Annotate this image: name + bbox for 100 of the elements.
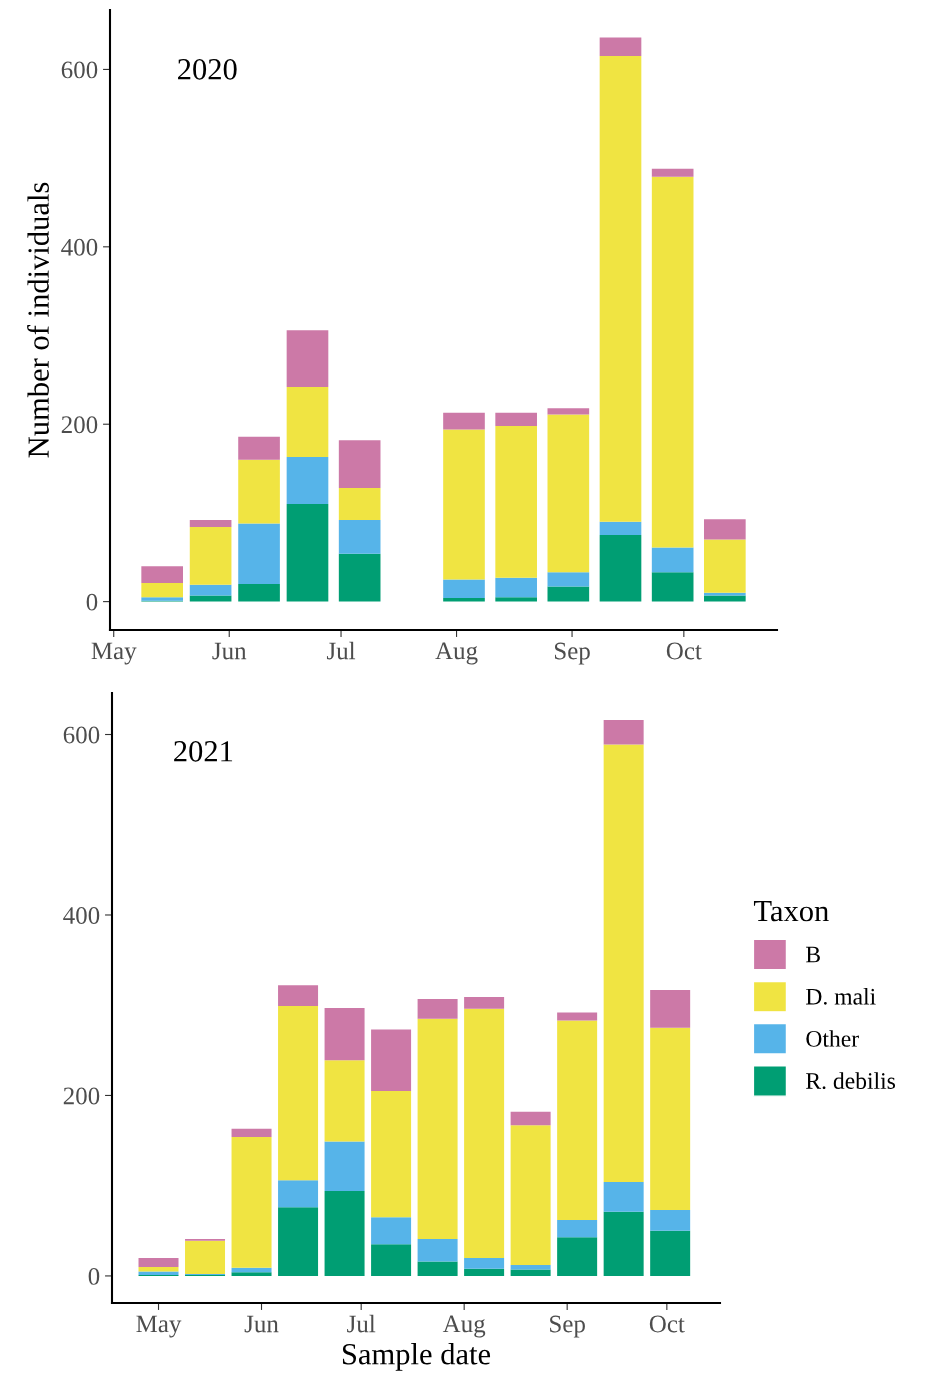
bar <box>286 504 329 602</box>
legend-label: D. mali <box>806 988 876 1005</box>
x-tick-label: Sep <box>550 1315 585 1338</box>
y-tick-label: 0 <box>86 593 98 611</box>
bar <box>547 408 590 415</box>
bar <box>417 1261 458 1276</box>
bar <box>557 1237 598 1276</box>
bar <box>231 1272 272 1276</box>
bar <box>338 520 381 554</box>
bar <box>464 997 505 1009</box>
bar <box>231 1128 272 1137</box>
x-tick-label: Jun <box>244 1315 279 1333</box>
bar <box>464 1008 505 1258</box>
legend-label: B <box>806 946 820 963</box>
bar <box>185 1240 226 1275</box>
bar <box>443 429 485 580</box>
y-tick-label: 600 <box>63 726 100 744</box>
bar <box>603 744 644 1183</box>
bar <box>286 330 329 387</box>
bar <box>443 412 485 430</box>
bar <box>495 577 537 598</box>
bar <box>278 1006 319 1181</box>
bar <box>278 1207 319 1276</box>
bar <box>599 37 642 57</box>
legend-label: R. debilis <box>806 1072 896 1090</box>
annotation: 2021 <box>174 741 233 762</box>
bar <box>650 1210 691 1231</box>
bar <box>704 539 746 593</box>
bar <box>338 488 381 521</box>
bar <box>599 535 642 602</box>
bar <box>238 523 280 584</box>
x-tick-label: May <box>136 1315 182 1338</box>
bar <box>443 579 485 599</box>
bar <box>464 1268 505 1276</box>
bar <box>495 597 537 602</box>
x-tick-label: Aug <box>435 642 478 665</box>
bar <box>650 989 691 1028</box>
bar <box>286 457 329 505</box>
x-tick-label: Sep <box>554 642 590 665</box>
bar <box>443 598 485 602</box>
bar <box>464 1257 505 1269</box>
y-tick-label: 200 <box>61 416 98 434</box>
bar <box>547 414 590 573</box>
bar <box>510 1111 551 1126</box>
bar <box>338 553 381 602</box>
bar <box>704 595 746 602</box>
x-tick-label: Jul <box>326 641 356 660</box>
bar <box>278 1180 319 1208</box>
bar <box>603 720 644 745</box>
x-tick-label: Jun <box>212 642 247 660</box>
x-tick-label: Aug <box>442 1315 486 1338</box>
bar <box>417 1018 458 1239</box>
bar <box>371 1244 412 1276</box>
bar <box>141 566 183 583</box>
bar <box>651 547 694 573</box>
x-tick-label: Oct <box>649 1315 685 1333</box>
bar <box>141 582 183 598</box>
bar <box>417 1238 458 1262</box>
bar <box>278 985 319 1007</box>
y-tick-label: 400 <box>63 907 100 924</box>
bar <box>650 1027 691 1211</box>
bar <box>238 436 280 460</box>
bar <box>417 998 458 1019</box>
bar <box>371 1217 412 1245</box>
bar <box>238 583 280 602</box>
bar <box>371 1090 412 1218</box>
y-tick-label: 400 <box>61 238 98 256</box>
bar <box>599 56 642 522</box>
bar <box>231 1136 272 1268</box>
bar <box>495 412 537 426</box>
bar <box>238 459 280 524</box>
bar <box>189 584 232 596</box>
bar <box>557 1012 598 1021</box>
bar <box>547 586 590 602</box>
bar <box>286 386 329 458</box>
bar <box>189 520 232 528</box>
y-tick-label: 0 <box>88 1267 100 1285</box>
y-tick-label: 200 <box>63 1087 100 1105</box>
bar <box>138 1257 179 1267</box>
legend-title: Taxon <box>753 901 829 922</box>
bar <box>510 1269 551 1276</box>
bar <box>189 527 232 585</box>
bar <box>138 1271 179 1276</box>
bar <box>547 572 590 587</box>
bar <box>324 1007 365 1061</box>
bar <box>557 1020 598 1220</box>
x-tick-label: May <box>91 642 137 665</box>
bar <box>557 1219 598 1238</box>
bar <box>650 1230 691 1276</box>
bar <box>324 1141 365 1192</box>
bar <box>704 519 746 540</box>
bar <box>651 168 694 177</box>
bar <box>651 176 694 548</box>
bar <box>510 1265 551 1270</box>
bar <box>603 1211 644 1276</box>
bar <box>603 1182 644 1212</box>
x-axis-title: Sample date <box>342 1343 491 1371</box>
legend-label: Other <box>806 1030 859 1047</box>
y-axis-title: Number of individuals <box>27 182 49 458</box>
bar <box>189 595 232 602</box>
